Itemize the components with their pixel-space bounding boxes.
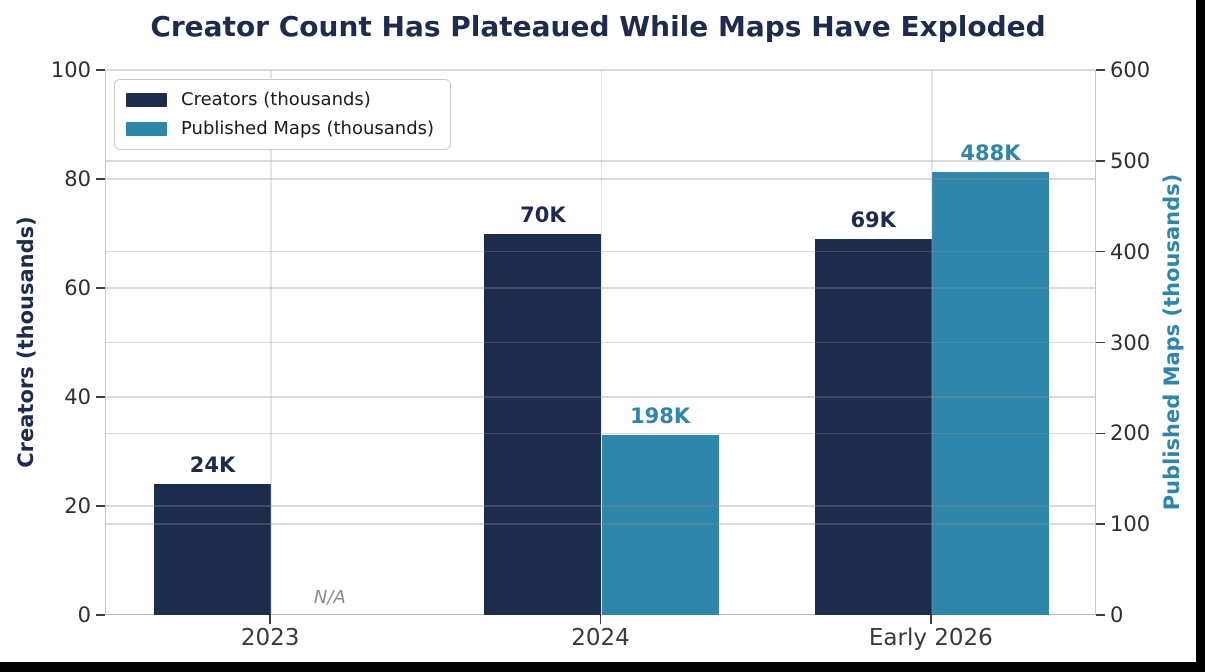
bars-layer [106, 70, 1095, 615]
left-tick-mark [96, 505, 105, 507]
right-tick-label: 500 [1110, 148, 1151, 173]
right-tick-mark [1096, 250, 1105, 253]
legend: Creators (thousands) Published Maps (tho… [114, 79, 452, 150]
right-tick-mark [1096, 160, 1105, 162]
left-tick-mark [96, 396, 105, 398]
gridlines-layer [106, 69, 1095, 614]
chart-figure: Creator Count Has Plateaued While Maps H… [0, 0, 1196, 662]
left-tick-label: 80 [64, 167, 91, 191]
legend-swatch-creators [126, 93, 167, 107]
gridline-horizontal [106, 432, 1095, 435]
bar-creators [484, 233, 602, 615]
legend-label-maps: Published Maps (thousands) [181, 118, 435, 139]
left-tick-label: 60 [64, 276, 91, 300]
bar-value-label: 198K [630, 404, 691, 429]
left-tick-label: 0 [77, 603, 91, 627]
bar-maps [931, 171, 1050, 615]
legend-item-creators: Creators (thousands) [126, 89, 434, 111]
right-tick-label: 400 [1110, 239, 1151, 264]
bar-creators [153, 484, 272, 615]
x-category-label: 2023 [240, 625, 300, 651]
right-tick-label: 100 [1110, 512, 1151, 537]
right-tick-mark [1096, 341, 1105, 344]
right-tick-label: 0 [1110, 603, 1124, 627]
gridline-horizontal [106, 341, 1095, 344]
left-axis-title: Creators (thousands) [14, 216, 38, 468]
legend-label-creators: Creators (thousands) [181, 89, 371, 110]
x-tick-mark [599, 615, 602, 624]
x-category-label: Early 2026 [868, 625, 993, 651]
right-tick-label: 600 [1110, 58, 1151, 82]
plot-area: 24K N/A 70K 198K 69K 488K Creators (thousands… [105, 69, 1096, 615]
right-tick-mark [1096, 432, 1105, 435]
legend-swatch-maps [126, 122, 167, 136]
right-tick-mark [1096, 69, 1105, 71]
gridline-horizontal [106, 178, 1095, 180]
gridline-horizontal [106, 250, 1095, 253]
left-tick-label: 20 [64, 494, 91, 518]
right-tick-label: 300 [1110, 330, 1151, 355]
bar-maps [601, 435, 719, 615]
gridline-vertical [600, 70, 603, 614]
left-tick-label: 100 [50, 58, 91, 82]
x-tick-mark [930, 615, 932, 624]
bar-creators [814, 238, 932, 615]
legend-item-maps: Published Maps (thousands) [126, 118, 434, 140]
bar-value-label: 70K [520, 202, 566, 227]
right-tick-mark [1096, 614, 1105, 616]
right-tick-label: 200 [1110, 421, 1151, 446]
left-tick-mark [96, 614, 105, 616]
gridline-horizontal [106, 505, 1095, 507]
gridline-horizontal [106, 523, 1095, 525]
left-tick-label: 40 [64, 385, 91, 409]
missing-value-label: N/A [313, 587, 346, 608]
gridline-horizontal [106, 396, 1095, 398]
x-tick-mark [269, 615, 271, 624]
left-tick-mark [96, 69, 105, 71]
right-axis-title: Published Maps (thousands) [1160, 173, 1184, 511]
gridline-vertical [270, 70, 272, 614]
bar-value-label: 24K [189, 453, 236, 478]
gridline-vertical [931, 70, 933, 614]
x-category-label: 2024 [571, 625, 630, 651]
chart-title: Creator Count Has Plateaued While Maps H… [150, 10, 1046, 43]
value-labels-layer: 24K N/A 70K 198K 69K 488K [106, 70, 1095, 614]
gridline-horizontal [106, 69, 1095, 71]
bar-value-label: 488K [960, 140, 1021, 165]
left-tick-mark [96, 178, 105, 180]
bar-value-label: 69K [850, 207, 896, 232]
gridline-horizontal [106, 287, 1095, 289]
gridline-horizontal [106, 160, 1095, 162]
right-tick-mark [1096, 523, 1105, 525]
left-tick-mark [96, 287, 105, 289]
